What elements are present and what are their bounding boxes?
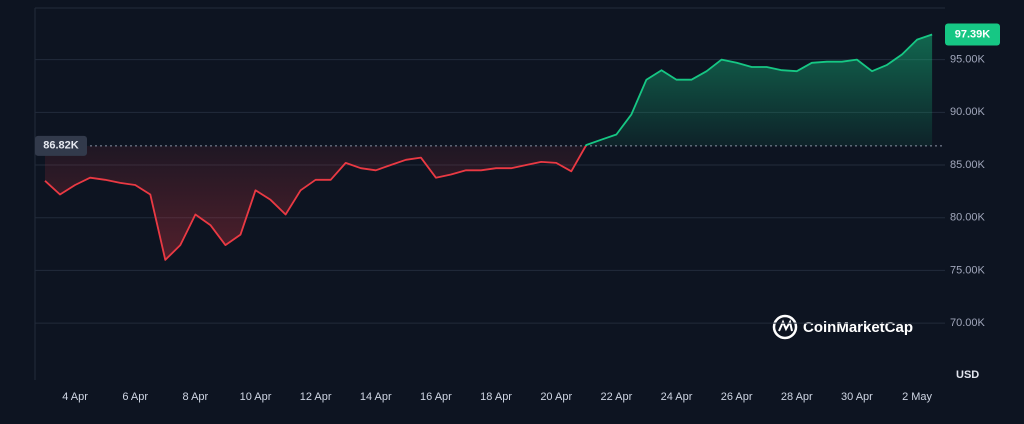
x-tick-label: 28 Apr [781,391,813,403]
x-tick-label: 12 Apr [300,391,332,403]
y-tick-label: 90.00K [950,106,986,118]
y-tick-label: 85.00K [950,159,986,171]
x-tick-label: 18 Apr [480,391,512,403]
x-tick-label: 4 Apr [62,391,88,403]
y-tick-label: 70.00K [950,317,986,329]
price-area [45,34,933,260]
watermark-logo [778,319,793,332]
y-tick-label: 95.00K [950,54,986,66]
x-tick-label: 10 Apr [240,391,272,403]
x-tick-label: 2 May [902,391,932,403]
y-tick-label: 75.00K [950,264,986,276]
x-tick-label: 26 Apr [721,391,753,403]
x-tick-label: 30 Apr [841,391,873,403]
last-price-label: 97.39K [955,28,991,40]
y-tick-label: 80.00K [950,212,986,224]
watermark-text: CoinMarketCap [803,319,913,336]
y-unit-label: USD [956,369,979,381]
x-tick-label: 16 Apr [420,391,452,403]
price-line [44,33,933,261]
x-tick-label: 20 Apr [540,391,572,403]
watermark-logo [772,314,798,340]
last-price-box [945,23,1000,46]
x-tick-label: 14 Apr [360,391,392,403]
x-tick-label: 6 Apr [122,391,148,403]
reference-label: 86.82K [43,140,79,152]
watermark: CoinMarketCap [772,314,913,340]
x-tick-label: 22 Apr [600,391,632,403]
x-tick-label: 8 Apr [183,391,209,403]
reference-label-box [35,135,87,156]
x-tick-label: 24 Apr [661,391,693,403]
